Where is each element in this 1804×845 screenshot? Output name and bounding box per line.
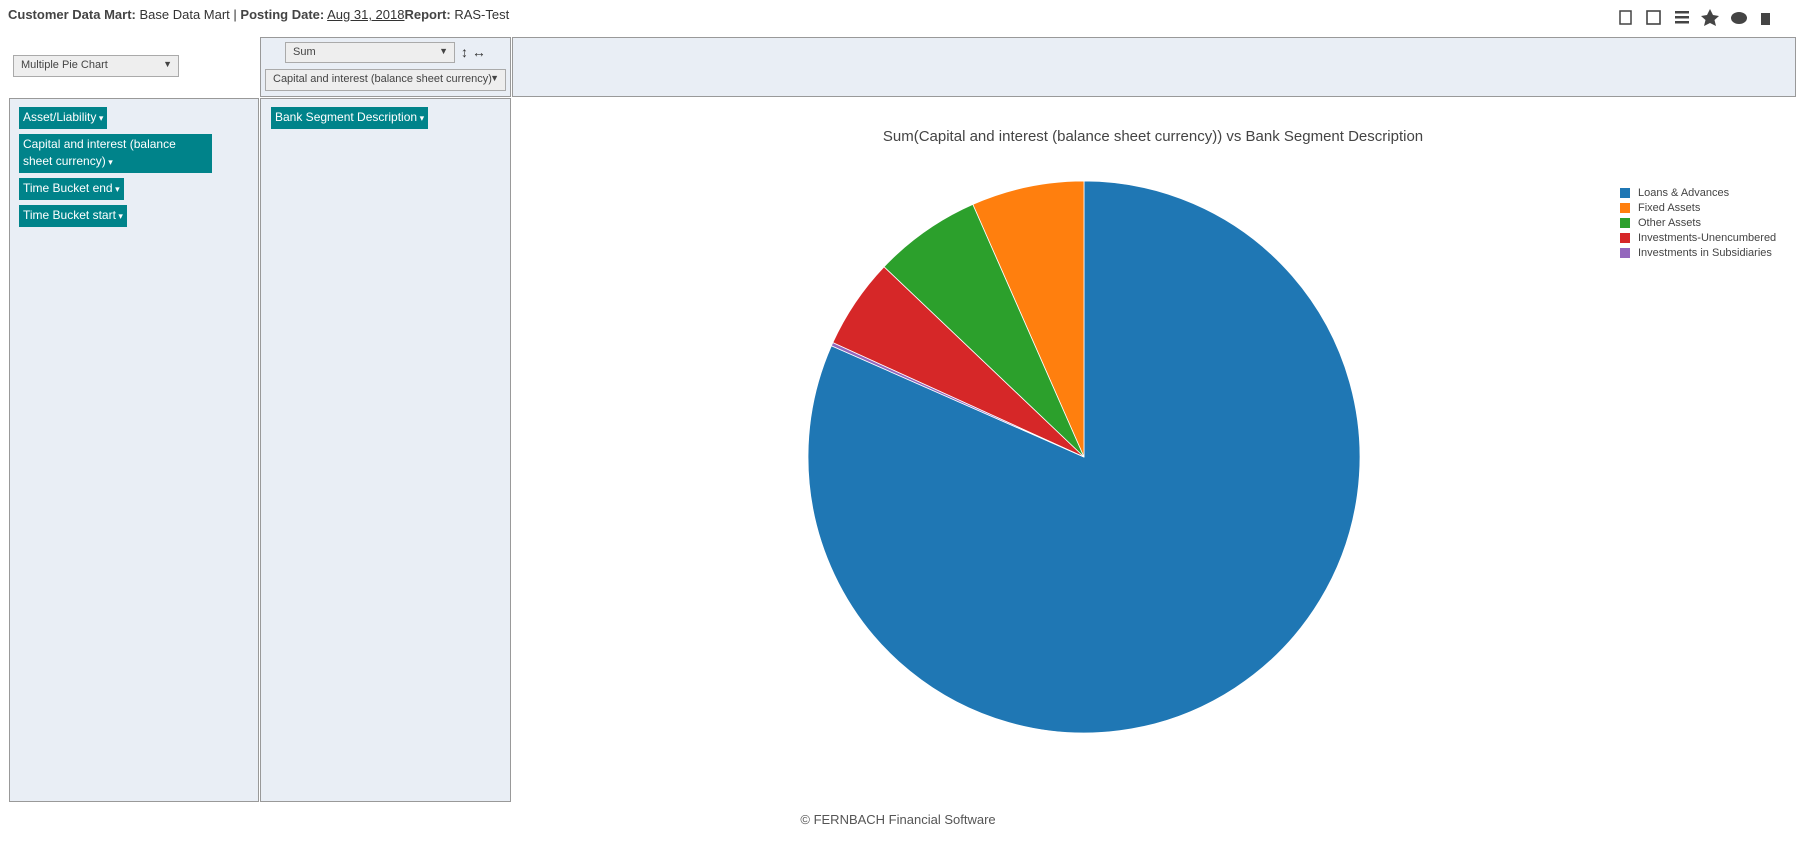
pie-slice [972,180,1085,458]
field-chip[interactable]: Capital and interest (balance sheet curr… [19,134,212,173]
pie-slice [830,342,1085,458]
legend-swatch [1620,218,1630,228]
report-label: Report: [404,7,451,22]
toolbar [1619,9,1770,26]
star-icon[interactable] [1701,9,1719,26]
posting-label: Posting Date: [240,7,325,22]
legend-label: Fixed Assets [1638,202,1701,214]
chart: Sum(Capital and interest (balance sheet … [807,128,1776,734]
aggregate-field: Capital and interest (balance sheet curr… [273,73,492,85]
legend-swatch [1620,203,1630,213]
legend-label: Loans & Advances [1638,187,1730,199]
legend-label: Investments-Unencumbered [1638,232,1776,244]
delete-icon[interactable] [1761,13,1770,25]
column-drop-area [512,37,1796,97]
renderer-select[interactable]: Multiple Pie Chart [13,55,179,77]
aggregator: Sum [293,46,316,58]
header: Customer Data Mart: Base Data Mart | Pos… [8,7,509,22]
save-icon[interactable] [1646,10,1661,25]
sort-icons[interactable]: ↕ ↔ [461,44,486,60]
mart: Base Data Mart | [139,7,237,22]
legend-swatch [1620,248,1630,258]
download-icon[interactable] [1731,12,1747,24]
legend-swatch [1620,233,1630,243]
aggregator-select[interactable]: Sum [285,42,455,63]
field-chip[interactable]: Asset/Liability [19,107,108,129]
list-icon[interactable] [1675,11,1689,24]
field-chip[interactable]: Time Bucket start [19,205,127,227]
field-chip[interactable]: Time Bucket end [19,178,124,200]
posting-date[interactable]: Aug 31, 2018 [327,7,405,22]
column-field-area: Bank Segment Description [260,98,511,802]
app-label: Customer Data Mart: [8,7,136,22]
legend-label: Investments in Subsidiaries [1638,247,1772,259]
field-chip[interactable]: Bank Segment Description [271,107,429,129]
footer-text: © FERNBACH Financial Software [800,812,996,827]
field-select[interactable]: Capital and interest (balance sheet curr… [265,69,506,91]
row-field-area: Asset/Liability Capital and interest (bal… [9,98,259,802]
legend-swatch [1620,188,1630,198]
copy-icon[interactable] [1619,10,1632,25]
report: RAS-Test [454,7,510,22]
renderer: Multiple Pie Chart [21,59,108,71]
chart-title: Sum(Capital and interest (balance sheet … [883,128,1423,145]
legend-label: Other Assets [1638,217,1701,229]
footer: © FERNBACH Financial Software [0,812,1796,827]
